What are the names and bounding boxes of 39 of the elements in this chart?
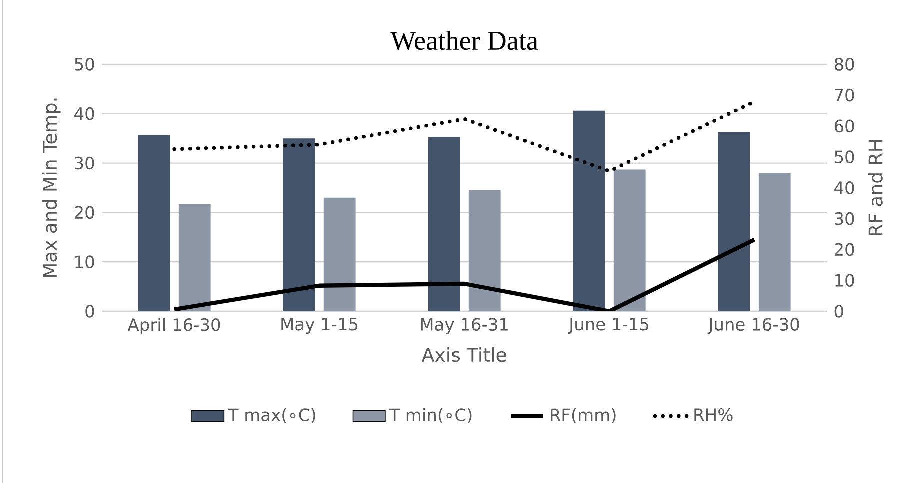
- legend-label: RH%: [694, 408, 733, 422]
- line-series: [172, 238, 757, 312]
- y2-tick-label: 40: [834, 181, 854, 194]
- chart-title: Weather Data: [390, 30, 538, 50]
- bar: [324, 198, 356, 312]
- legend-label: T max(∘C): [228, 408, 316, 424]
- bar: [428, 136, 460, 312]
- y-tick-label: 50: [75, 58, 94, 71]
- x-tick-label: June 1-15: [568, 318, 649, 334]
- x-tick-label: May 16-31: [421, 318, 508, 334]
- bar: [468, 190, 501, 312]
- bar: [614, 170, 646, 312]
- y2-tick-label: 10: [836, 274, 854, 287]
- x-axis-title: Axis Title: [422, 347, 506, 362]
- y2-tick-label: 80: [834, 58, 854, 71]
- y2-tick-label: 50: [835, 150, 854, 164]
- bar: [178, 204, 211, 312]
- y-axis-title: Max and Min Temp.: [42, 98, 61, 278]
- y-tick-label: 0: [86, 304, 94, 318]
- x-tick-label: April 16-30: [128, 318, 220, 334]
- y-tick-label: 10: [76, 255, 94, 268]
- y2-tick-label: 70: [835, 88, 854, 102]
- y2-tick-label: 30: [835, 212, 854, 226]
- bar: [758, 172, 791, 312]
- y-tick-label: 20: [75, 206, 94, 219]
- bar: [138, 134, 170, 312]
- bar: [718, 132, 750, 312]
- legend-label: T min(∘C): [390, 408, 472, 424]
- y2-tick-label: 60: [834, 120, 854, 132]
- legend-label: RF(mm): [550, 408, 616, 424]
- bar: [283, 138, 316, 312]
- x-tick-label: May 1-15: [282, 318, 358, 334]
- bar: [573, 110, 606, 312]
- y2-axis-title: RF and RH: [868, 140, 883, 236]
- y2-tick-label: 0: [834, 304, 844, 318]
- y2-tick-label: 20: [834, 243, 854, 256]
- y-tick-label: 40: [74, 107, 94, 120]
- y-tick-label: 30: [75, 156, 94, 170]
- x-tick-label: June 16-30: [708, 318, 800, 334]
